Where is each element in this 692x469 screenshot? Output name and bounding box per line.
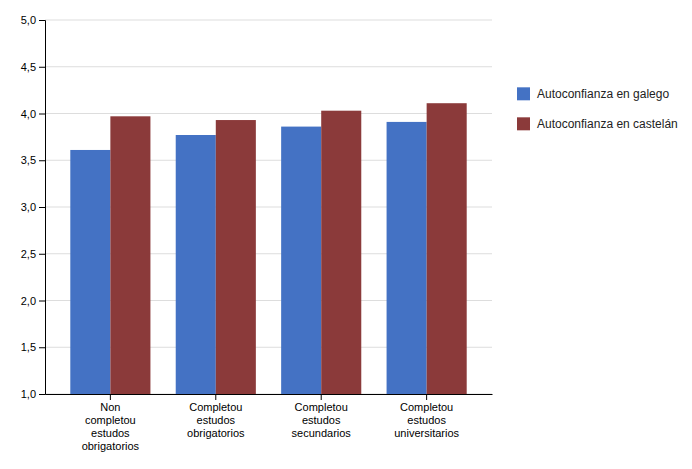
y-axis-line [39,21,46,395]
x-tick-label-line: estudos [91,427,130,439]
plot: 1,01,52,02,53,03,54,04,55,0Noncompletoue… [21,14,493,452]
legend-label: Autoconfianza en castelán [537,117,678,131]
x-tick-label-line: Completou [295,401,348,413]
x-tick-mark [426,394,427,400]
legend-swatch [517,87,530,100]
y-tick-mark [39,394,45,395]
y-tick: 2,0 [21,295,45,307]
chart: 1,01,52,02,53,03,54,04,55,0Noncompletoue… [0,0,692,469]
grid-line [45,113,492,114]
x-tick-label-line: secundarios [292,427,352,439]
x-tick-label-line: obrigatorios [187,427,245,439]
x-axis: NoncompletouestudosobrigatoriosCompletou… [46,394,493,452]
y-axis: 1,0 1,5 2,0 2,5 3,0 3,5 4,0 4,5 5,0 [21,14,46,400]
y-tick-label: 1,0 [21,388,36,400]
y-tick-label: 5,0 [21,14,36,26]
y-tick: 3,0 [21,201,45,213]
legend-swatch [517,117,530,130]
bar [387,122,427,394]
y-tick: 4,0 [21,108,45,120]
x-axis-line [46,394,493,395]
bar [321,111,361,394]
x-tick: Completouestudosuniversitarios [394,394,459,439]
x-tick-label-line: Completou [189,401,242,413]
x-tick-label-line: estudos [407,414,446,426]
x-tick-label: Completouestudosobrigatorios [187,401,245,439]
y-tick-label: 4,5 [21,61,36,73]
x-tick: Completouestudosobrigatorios [187,394,245,439]
x-tick-label: Completouestudossecundarios [292,401,352,439]
x-tick-label: Noncompletouestudosobrigatorios [82,401,140,453]
bar-series [110,103,466,394]
y-tick-mark [39,254,45,255]
y-tick-mark [39,301,45,302]
bar [110,116,150,394]
y-tick-mark [39,114,45,115]
y-tick: 1,5 [21,341,45,353]
bar [427,103,467,394]
x-tick-mark [321,394,322,400]
x-tick-label: Completouestudosuniversitarios [394,401,459,439]
legend-label: Autoconfianza en galego [537,87,669,101]
y-tick-mark [39,160,45,161]
bar [70,150,110,394]
x-tick-label-line: estudos [302,414,341,426]
y-tick-mark [39,67,45,68]
y-tick-mark [39,20,45,21]
y-tick-label: 1,5 [21,341,36,353]
bar [281,127,321,394]
y-tick-label: 3,0 [21,201,36,213]
x-tick-mark [215,394,216,400]
legend: Autoconfianza en galego Autoconfianza en … [517,87,678,131]
x-tick: Noncompletouestudosobrigatorios [82,394,140,452]
y-tick-mark [39,207,45,208]
grid-line [45,66,492,67]
y-tick-label: 2,0 [21,295,36,307]
y-tick-label: 4,0 [21,108,36,120]
bar [176,135,216,394]
y-tick: 5,0 [21,14,45,26]
bars [70,103,466,394]
x-tick-mark [110,394,111,400]
x-tick-label-line: completou [85,414,136,426]
x-tick-label-line: estudos [197,414,236,426]
grid [45,20,492,394]
y-tick-mark [39,347,45,348]
x-tick-label-line: Completou [400,401,453,413]
x-tick-label-line: universitarios [394,427,459,439]
x-tick-label-line: Non [100,401,120,413]
y-tick: 2,5 [21,248,45,260]
x-tick-label-line: obrigatorios [82,440,140,452]
bar [216,120,256,394]
y-tick-label: 3,5 [21,154,36,166]
y-tick-label: 2,5 [21,248,36,260]
legend-item: Autoconfianza en castelán [517,117,678,131]
y-tick: 4,5 [21,61,45,73]
y-tick: 1,0 [21,388,45,400]
legend-item: Autoconfianza en galego [517,87,669,101]
grid-line [45,20,492,21]
x-tick: Completouestudossecundarios [292,394,352,439]
y-tick: 3,5 [21,154,45,166]
